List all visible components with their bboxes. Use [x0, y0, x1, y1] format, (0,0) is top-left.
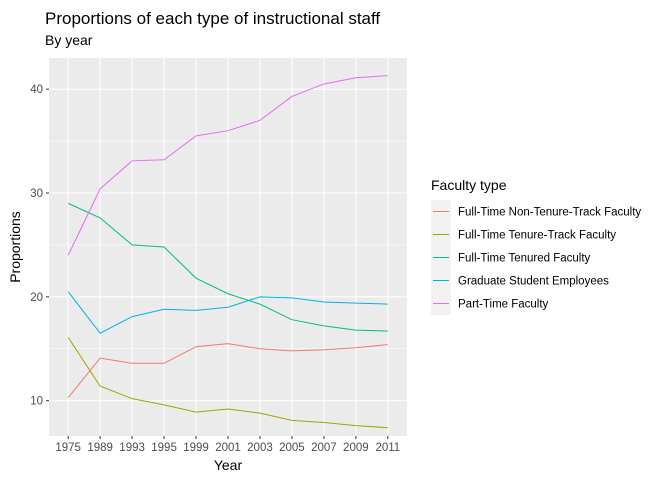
y-tick-label: 40	[30, 84, 43, 96]
y-axis-title: Proportions	[7, 211, 23, 283]
y-axis: 10 20 30 40	[30, 84, 49, 408]
legend: Faculty type Full-Time Non-Tenure-Track …	[431, 177, 641, 315]
x-tick-label: 2009	[343, 442, 369, 454]
x-tick-label: 2011	[375, 442, 400, 454]
y-tick-label: 10	[30, 396, 43, 408]
series-lines	[67, 75, 388, 429]
series-line-2	[67, 337, 388, 429]
series-line-1	[67, 343, 388, 398]
x-axis: 1975 1989 1993 1995 1999 2001 2003 2005 2007 2009…	[55, 436, 400, 454]
chart-title: Proportions of each type of instructiona…	[45, 9, 380, 28]
legend-title: Faculty type	[431, 177, 507, 193]
series-line-5	[67, 75, 388, 256]
x-tick-label: 2007	[311, 442, 337, 454]
legend-label: Full-Time Tenured Faculty	[458, 253, 591, 265]
chart-subtitle: By year	[45, 32, 93, 48]
legend-label: Part-Time Faculty	[458, 299, 549, 311]
x-tick-label: 1995	[151, 442, 177, 454]
legend-label: Full-Time Non-Tenure-Track Faculty	[458, 207, 641, 219]
x-tick-label: 1993	[119, 442, 145, 454]
x-tick-label: 1999	[183, 442, 209, 454]
x-tick-label: 2005	[279, 442, 305, 454]
y-tick-label: 30	[30, 188, 43, 200]
x-tick-label: 2001	[215, 442, 241, 454]
x-tick-label: 2003	[247, 442, 273, 454]
x-axis-title: Year	[214, 457, 243, 473]
series-line-4	[67, 291, 388, 334]
y-tick-label: 20	[30, 292, 43, 304]
legend-label: Graduate Student Employees	[458, 276, 609, 288]
x-tick-label: 1975	[55, 442, 81, 454]
series-line-3	[67, 202, 388, 332]
legend-label: Full-Time Tenure-Track Faculty	[458, 230, 616, 242]
x-tick-label: 1989	[87, 442, 113, 454]
